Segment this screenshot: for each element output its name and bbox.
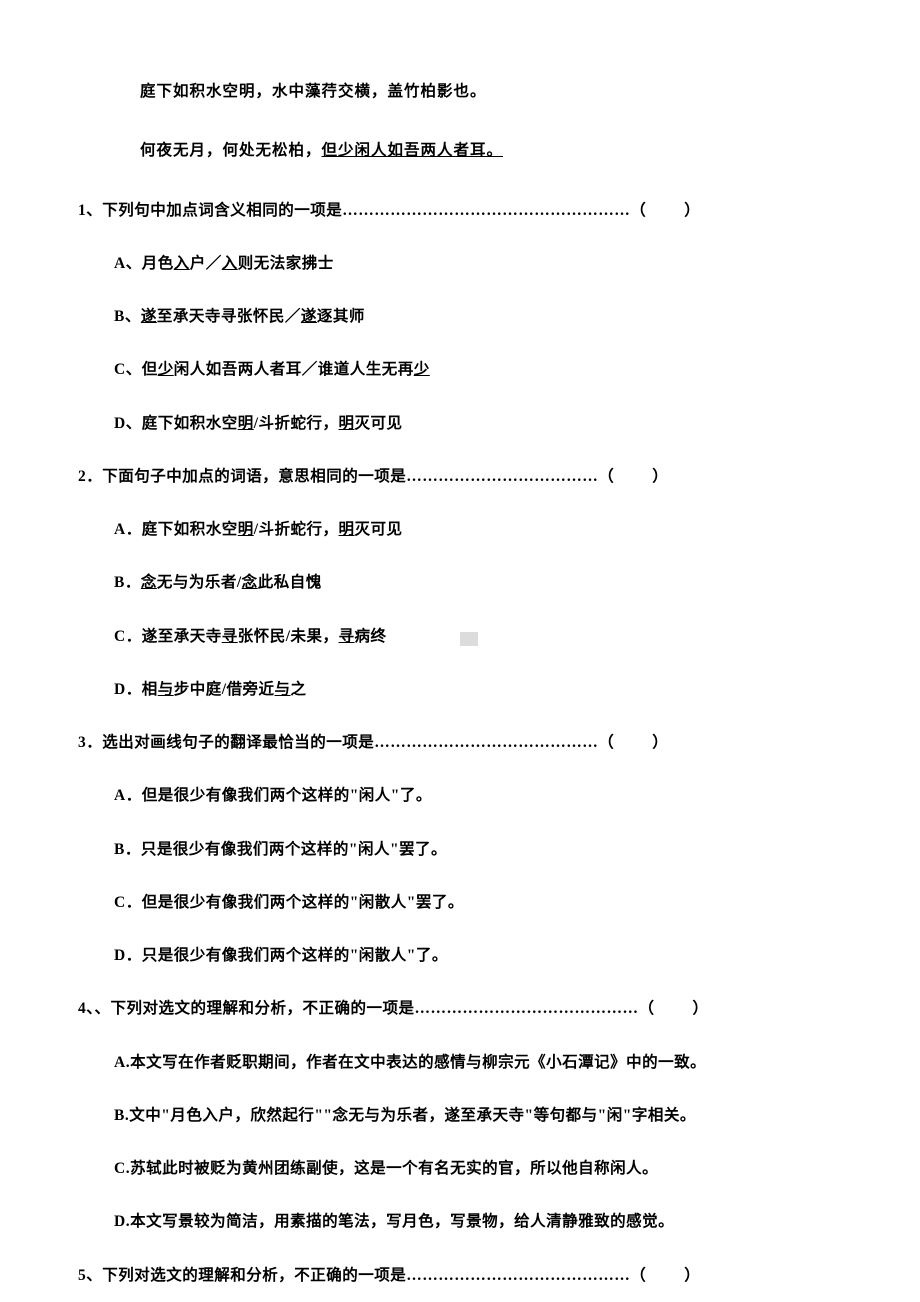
stem-text: 3．选出对画线句子的翻译最恰当的一项是 (78, 734, 374, 751)
opt-text: 闲人如吾两人者耳／谁道人生无再 (174, 361, 414, 378)
opt-text: 逐其师 (317, 308, 365, 325)
opt-text: 张怀民/未果， (238, 628, 339, 645)
opt-text: 无与为乐者/ (157, 574, 242, 591)
q4-option-c: C.苏轼此时被贬为黄州团练副使，这是一个有名无实的官，所以他自称闲人。 (78, 1157, 842, 1180)
stem-text: 5、下列对选文的理解和分析，不正确的一项是 (78, 1267, 406, 1284)
paren-close: ） (693, 1000, 709, 1017)
passage-line-2: 何夜无月，何处无松柏，但少闲人如吾两人者耳。 (78, 139, 842, 162)
opt-underline: 入 (174, 255, 190, 272)
q5-stem: 5、下列对选文的理解和分析，不正确的一项是……………………………………（ ） (78, 1264, 842, 1287)
q2-option-b: B．念无与为乐者/念此私自愧 (78, 571, 842, 594)
opt-text: 之 (291, 681, 307, 698)
passage-line-1: 庭下如积水空明，水中藻荇交横，盖竹柏影也。 (78, 80, 842, 103)
opt-text: 此私自愧 (258, 574, 322, 591)
opt-text: D.本文写景较为简洁，用素描的笔法，写月色，写景物，给人清静雅致的感觉。 (114, 1213, 674, 1230)
opt-underline: 少 (414, 361, 430, 378)
stem-dots: ……………………………………………… (342, 202, 630, 219)
passage-underlined: 但少闲人如吾两人者耳。 (322, 142, 504, 159)
opt-underline: 明 (238, 415, 254, 432)
opt-text: 灭可见 (355, 521, 403, 538)
opt-text: /斗折蛇行， (254, 521, 339, 538)
opt-text: C．遂至承天寺 (114, 628, 222, 645)
opt-text: B、 (114, 308, 141, 325)
q1-option-c: C、但少闲人如吾两人者耳／谁道人生无再少 (78, 358, 842, 381)
opt-underline: 明 (339, 415, 355, 432)
opt-text: 病终 (355, 628, 387, 645)
q3-option-b: B．只是很少有像我们两个这样的"闲人"罢了。 (78, 838, 842, 861)
q1-stem: 1、下列句中加点词含义相同的一项是………………………………………………（ ） (78, 199, 842, 222)
opt-text: D、庭下如积水空 (114, 415, 238, 432)
paren-close: ） (684, 202, 700, 219)
opt-underline: 明 (238, 521, 254, 538)
paren-close: ） (652, 468, 668, 485)
opt-underline: 念 (242, 574, 258, 591)
q1-option-a: A、月色入户／入则无法家拂士 (78, 252, 842, 275)
opt-text: A．但是很少有像我们两个这样的"闲人"了。 (114, 787, 432, 804)
opt-text: A．庭下如积水空 (114, 521, 238, 538)
stem-dots: …………………………………… (374, 734, 598, 751)
q3-option-c: C．但是很少有像我们两个这样的"闲散人"罢了。 (78, 891, 842, 914)
opt-underline: 与 (158, 681, 174, 698)
paren-close: ） (684, 1267, 700, 1284)
paren-open: （ (598, 468, 614, 485)
q1-option-b: B、遂至承天寺寻张怀民／遂逐其师 (78, 305, 842, 328)
opt-text: /斗折蛇行， (254, 415, 339, 432)
stem-dots: …………………………………… (406, 1267, 630, 1284)
q4-stem: 4、、下列对选文的理解和分析，不正确的一项是……………………………………（ ） (78, 997, 842, 1020)
opt-text: D．相 (114, 681, 158, 698)
opt-text: D．只是很少有像我们两个这样的"闲散人"了。 (114, 947, 448, 964)
q4-option-a: A.本文写在作者贬职期间，作者在文中表达的感情与柳宗元《小石潭记》中的一致。 (78, 1051, 842, 1074)
q3-option-a: A．但是很少有像我们两个这样的"闲人"了。 (78, 784, 842, 807)
paren-open: （ (630, 1267, 646, 1284)
opt-text: A、月色 (114, 255, 174, 272)
opt-underline: 与 (275, 681, 291, 698)
q4-option-d: D.本文写景较为简洁，用素描的笔法，写月色，写景物，给人清静雅致的感觉。 (78, 1210, 842, 1233)
stem-dots: ……………………………… (406, 468, 598, 485)
opt-text: C．但是很少有像我们两个这样的"闲散人"罢了。 (114, 894, 464, 911)
opt-underline: 明 (339, 521, 355, 538)
opt-text: B.文中"月色入户，欣然起行""念无与为乐者，遂至承天寺"等句都与"闲"字相关。 (114, 1107, 696, 1124)
opt-text: 户／ (190, 255, 222, 272)
passage-text: 庭下如积水空明，水中藻荇交横，盖竹柏影也。 (140, 83, 487, 100)
q2-option-c: C．遂至承天寺寻张怀民/未果，寻病终 (78, 625, 842, 648)
stem-text: 2．下面句子中加点的词语，意思相同的一项是 (78, 468, 406, 485)
q4-option-b: B.文中"月色入户，欣然起行""念无与为乐者，遂至承天寺"等句都与"闲"字相关。 (78, 1104, 842, 1127)
paren-open: （ (630, 202, 646, 219)
opt-underline: 遂 (141, 308, 157, 325)
opt-underline: 少 (158, 361, 174, 378)
opt-text: C、但 (114, 361, 158, 378)
q2-option-a: A．庭下如积水空明/斗折蛇行，明灭可见 (78, 518, 842, 541)
paren-close: ） (652, 734, 668, 751)
opt-text: 至承天寺寻张怀民／ (157, 308, 301, 325)
opt-text: 步中庭/借旁近 (174, 681, 275, 698)
opt-underline: 寻 (222, 628, 238, 645)
stem-text: 1、下列句中加点词含义相同的一项是 (78, 202, 342, 219)
q3-option-d: D．只是很少有像我们两个这样的"闲散人"了。 (78, 944, 842, 967)
paren-open: （ (639, 1000, 655, 1017)
opt-underline: 寻 (339, 628, 355, 645)
stem-text: 4、、下列对选文的理解和分析，不正确的一项是 (78, 1000, 415, 1017)
q2-stem: 2．下面句子中加点的词语，意思相同的一项是………………………………（ ） (78, 465, 842, 488)
stem-dots: …………………………………… (415, 1000, 639, 1017)
opt-underline: 入 (222, 255, 238, 272)
opt-text: B． (114, 574, 141, 591)
q2-option-d: D．相与步中庭/借旁近与之 (78, 678, 842, 701)
opt-text: A.本文写在作者贬职期间，作者在文中表达的感情与柳宗元《小石潭记》中的一致。 (114, 1054, 706, 1071)
opt-underline: 念 (141, 574, 157, 591)
opt-underline: 遂 (301, 308, 317, 325)
opt-text: 则无法家拂士 (238, 255, 334, 272)
q1-option-d: D、庭下如积水空明/斗折蛇行，明灭可见 (78, 412, 842, 435)
opt-text: B．只是很少有像我们两个这样的"闲人"罢了。 (114, 841, 447, 858)
opt-text: C.苏轼此时被贬为黄州团练副使，这是一个有名无实的官，所以他自称闲人。 (114, 1160, 658, 1177)
paren-open: （ (598, 734, 614, 751)
q3-stem: 3．选出对画线句子的翻译最恰当的一项是……………………………………（ ） (78, 731, 842, 754)
opt-text: 灭可见 (355, 415, 403, 432)
passage-text: 何夜无月，何处无松柏， (140, 142, 322, 159)
